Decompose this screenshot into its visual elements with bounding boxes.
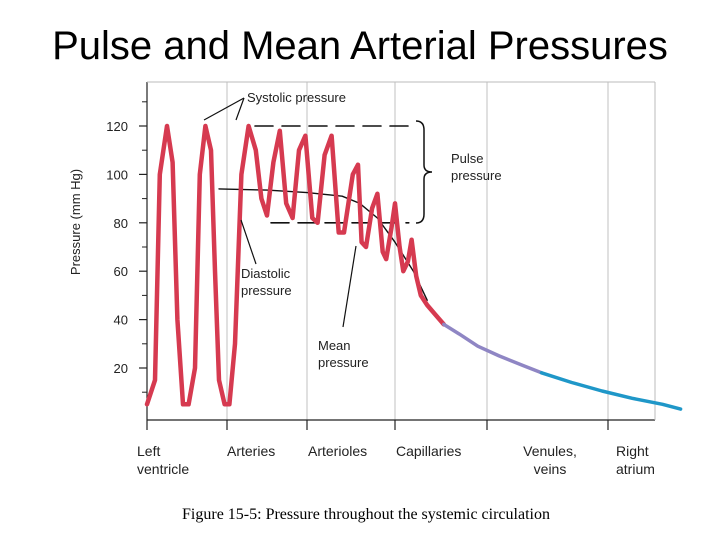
systolic-leader-line [235, 97, 245, 121]
diastolic-leader-line [240, 219, 257, 265]
series-venous-pressure [539, 371, 683, 411]
region-label-venules: Venules, veins [523, 443, 577, 477]
series-left-ventricle-arterial-pressure [144, 123, 447, 407]
region-label-lv: Left ventricle [137, 443, 189, 477]
region-label-arterioles: Arterioles [308, 443, 367, 459]
region-label-arteries: Arteries [227, 443, 275, 459]
mean-leader-line [342, 245, 357, 328]
y-tick-label: 80 [114, 216, 128, 231]
y-tick-label: 60 [114, 264, 128, 279]
series-capillary-pressure [442, 322, 544, 375]
y-axis-title: Pressure (mm Hg) [68, 169, 83, 275]
region-label-ra: Right atrium [616, 443, 655, 477]
figure-caption: Figure 15-5: Pressure throughout the sys… [182, 506, 550, 523]
mean-pressure-label: Mean pressure [318, 338, 369, 370]
y-tick-label: 120 [106, 119, 128, 134]
slide-title: Pulse and Mean Arterial Pressures [52, 24, 668, 68]
y-tick-label: 100 [106, 167, 128, 182]
pulse-pressure-brace [415, 120, 433, 224]
systolic-leader-line [203, 97, 245, 121]
y-tick-label: 40 [114, 313, 128, 328]
diastolic-pressure-label: Diastolic pressure [241, 266, 292, 298]
y-tick-label: 20 [114, 361, 128, 376]
systolic-pressure-label: Systolic pressure [247, 90, 346, 105]
pulse-pressure-label: Pulse pressure [451, 151, 502, 183]
region-label-capillaries: Capillaries [396, 443, 461, 459]
